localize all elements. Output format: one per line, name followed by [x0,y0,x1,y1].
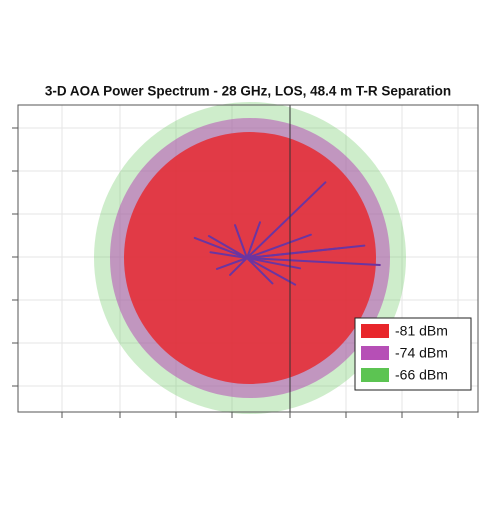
aoa-ray [246,181,327,259]
axes-box [17,104,479,413]
aoa-ray [246,221,261,259]
legend-label: -81 dBm [395,323,448,339]
aoa-ray [246,257,297,286]
legend-label: -74 dBm [395,345,448,361]
aoa-ray [207,235,248,259]
chart-title: 3-D AOA Power Spectrum - 28 GHz, LOS, 48… [45,84,451,99]
aoa-ray [246,257,381,266]
aoa-ray [193,236,248,259]
aoa-ray [246,233,312,259]
tick-marks [12,127,459,418]
legend: -81 dBm -74 dBm -66 dBm [354,317,472,391]
aoa-ray [229,257,248,276]
legend-label: -66 dBm [395,367,448,383]
legend-swatch [361,324,389,338]
aoa-ray [234,224,248,259]
aoa-ray [215,257,248,270]
aoa-ray [246,257,274,285]
aoa-ray [246,257,302,270]
aoa-ray [246,247,341,259]
legend-swatch [361,368,389,382]
aoa-ray [209,251,248,259]
legend-swatch [361,346,389,360]
